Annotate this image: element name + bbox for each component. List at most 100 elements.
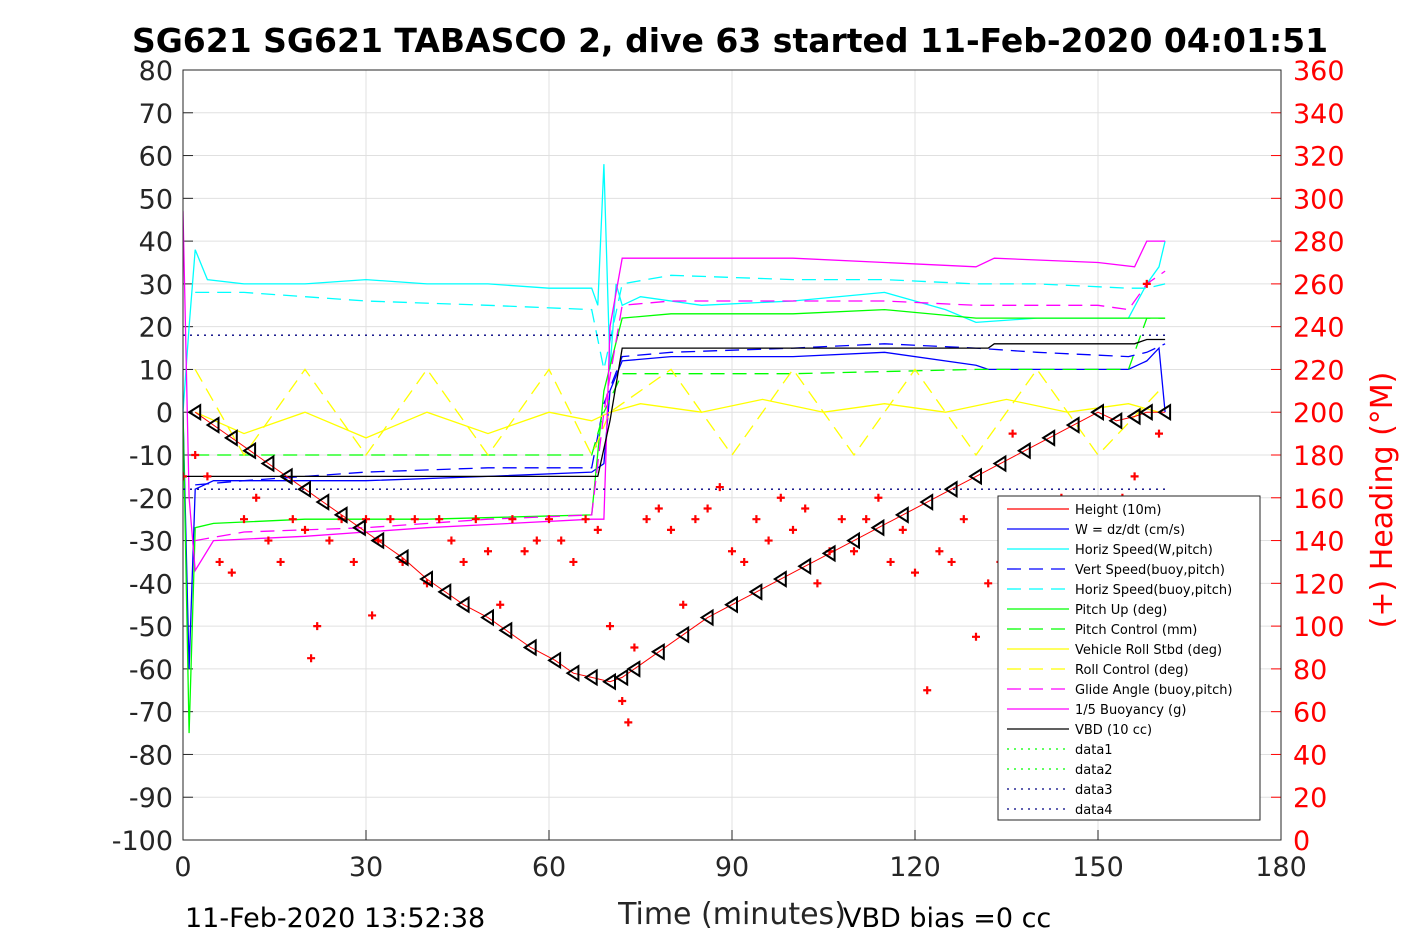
legend-label: 1/5 Buoyancy (g): [1075, 703, 1186, 718]
heading-marker: [325, 536, 334, 545]
heading-marker: [227, 568, 236, 577]
depth-marker: [547, 651, 562, 670]
heading-marker: [703, 504, 712, 513]
heading-marker: [313, 622, 322, 631]
heading-marker: [923, 686, 932, 695]
legend-label: Vehicle Roll Stbd (deg): [1075, 643, 1222, 658]
depth-marker: [352, 518, 366, 537]
heading-marker: [715, 483, 724, 492]
depth-marker: [699, 608, 714, 627]
depth-marker: [626, 660, 641, 678]
heading-marker: [667, 525, 675, 534]
heading-marker: [776, 493, 785, 502]
y-right-tick-label: 260: [1293, 270, 1345, 301]
legend-label: VBD (10 cc): [1075, 723, 1152, 738]
heading-marker: [740, 557, 749, 566]
legend-label: Glide Angle (buoy,pitch): [1075, 683, 1233, 698]
y-right-tick-label: 0: [1293, 826, 1310, 857]
y-right-tick-label: 100: [1293, 612, 1345, 643]
y-tick-label: -30: [129, 527, 173, 558]
legend-label: data4: [1075, 803, 1113, 818]
depth-marker: [1108, 411, 1123, 430]
y-tick-label: -100: [112, 826, 173, 857]
heading-marker: [898, 525, 907, 534]
y-tick-label: -20: [129, 484, 173, 515]
heading-marker: [557, 536, 566, 545]
heading-marker: [654, 504, 663, 513]
heading-marker: [349, 557, 358, 566]
plot-frame: [182, 69, 1282, 841]
y-right-tick-label: 280: [1293, 227, 1345, 258]
legend-label: Vert Speed(buoy,pitch): [1075, 563, 1225, 578]
depth-marker: [498, 621, 513, 640]
depth-markers: [187, 403, 1172, 691]
y-tick-label: -40: [129, 569, 173, 600]
x-tick-label: 120: [889, 852, 941, 883]
heading-marker: [691, 515, 700, 524]
heading-marker: [935, 547, 944, 556]
x-axis: 0 30 60 90 120 150 180: [174, 830, 1307, 883]
heading-marker: [606, 622, 614, 631]
depth-marker: [205, 416, 220, 434]
y-tick-label: -70: [129, 698, 173, 729]
heading-marker: [874, 493, 883, 502]
heading-marker: [618, 696, 627, 705]
depth-marker: [370, 531, 385, 550]
y-tick-label: -90: [129, 783, 173, 814]
heading-marker: [203, 472, 212, 481]
y-tick-label: 60: [139, 142, 173, 173]
y-tick-label: 80: [139, 56, 173, 87]
depth-marker: [968, 467, 982, 486]
heading-marker: [837, 515, 846, 524]
depth-marker: [870, 518, 885, 537]
heading-marker: [911, 568, 919, 577]
legend-label: Horiz Speed(buoy,pitch): [1075, 583, 1232, 598]
heading-marker: [459, 557, 468, 566]
heading-marker: [252, 493, 261, 502]
y-right-tick-label: 80: [1293, 655, 1327, 686]
depth-marker: [1157, 403, 1172, 422]
y-tick-label: 40: [139, 227, 173, 258]
depth-marker: [583, 668, 598, 687]
heading-marker: [984, 579, 993, 588]
legend-label: Height (10m): [1075, 503, 1161, 518]
y-tick-label: 70: [139, 99, 173, 130]
legend-label: Pitch Up (deg): [1075, 603, 1167, 618]
legend-label: Roll Control (deg): [1075, 663, 1189, 678]
heading-marker: [1008, 429, 1017, 438]
heading-marker: [545, 515, 553, 524]
heading-marker: [959, 515, 968, 524]
x-tick-label: 150: [1072, 852, 1124, 883]
heading-marker: [801, 504, 810, 513]
legend-label: Pitch Control (mm): [1075, 623, 1197, 638]
x-tick-label: 60: [532, 852, 566, 883]
heading-marker: [447, 536, 456, 545]
depth-marker: [522, 638, 537, 657]
depth-marker: [242, 441, 257, 460]
depth-marker: [602, 672, 616, 691]
depth-marker: [419, 570, 433, 588]
heading-marker: [862, 515, 871, 524]
heading-marker: [532, 536, 541, 545]
y-right-tick-label: 220: [1293, 355, 1345, 386]
legend-label: data3: [1075, 783, 1113, 798]
y-axis-left: 80 70 60 50 40 30 20 10 0 -10 -20 -30 -40 -50 -60 -70 -8…: [112, 56, 193, 857]
depth-marker: [650, 642, 665, 661]
depth-marker: [992, 454, 1007, 473]
heading-marker: [362, 515, 370, 524]
y-right-tick-label: 340: [1293, 99, 1345, 130]
series-line: [195, 343, 1166, 486]
heading-marker: [679, 600, 688, 609]
depth-marker: [614, 668, 629, 687]
y-right-tick-label: 40: [1293, 740, 1327, 771]
heading-marker: [307, 654, 316, 663]
heading-marker: [642, 515, 651, 524]
depth-marker: [565, 664, 580, 682]
x-tick-label: 180: [1255, 852, 1307, 883]
y-right-tick-label: 160: [1293, 484, 1345, 515]
depth-marker: [724, 595, 738, 614]
heading-marker: [484, 547, 492, 556]
legend-label: data1: [1075, 743, 1113, 758]
x-tick-label: 0: [174, 852, 191, 883]
depth-marker: [223, 429, 238, 447]
